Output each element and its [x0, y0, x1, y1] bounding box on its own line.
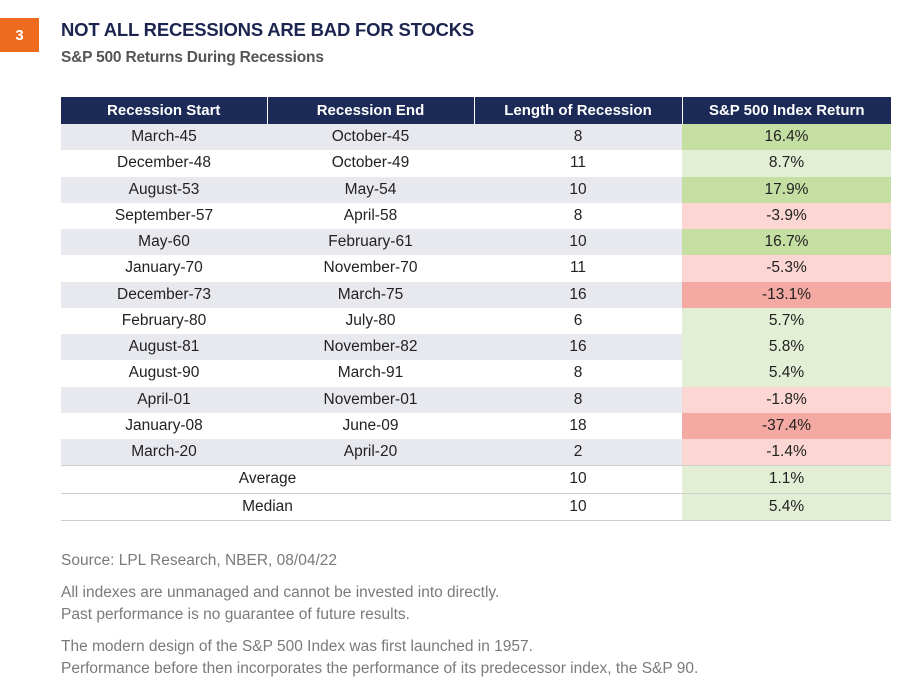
history-note-line-1: The modern design of the S&P 500 Index w… — [61, 638, 533, 655]
column-header-recession-end: Recession End — [266, 97, 474, 124]
recession-end-cell: October-49 — [267, 150, 474, 177]
table-row: February-80 July-80 6 5.7% — [61, 307, 891, 334]
column-header-recession-start: Recession Start — [61, 97, 267, 124]
table-row: March-45 October-45 8 16.4% — [61, 124, 891, 151]
recession-end-cell: February-61 — [267, 229, 474, 256]
recession-length-cell: 8 — [474, 124, 682, 151]
recession-length-cell: 10 — [474, 229, 682, 256]
summary-row-median: Median 10 5.4% — [61, 492, 891, 521]
index-return-cell: 16.4% — [682, 124, 891, 151]
index-return-cell: 8.7% — [682, 150, 891, 177]
recession-end-cell: April-20 — [267, 439, 474, 466]
recession-length-cell: 16 — [474, 281, 682, 308]
recession-start-cell: March-20 — [61, 439, 267, 466]
index-return-cell: -3.9% — [682, 202, 891, 229]
recession-end-cell: March-91 — [267, 360, 474, 387]
recession-end-cell: March-75 — [267, 281, 474, 308]
disclaimer-line-2: Past performance is no guarantee of futu… — [61, 606, 410, 623]
summary-length-cell: 10 — [474, 492, 682, 521]
recession-length-cell: 8 — [474, 360, 682, 387]
recession-start-cell: September-57 — [61, 202, 267, 229]
table-row: September-57 April-58 8 -3.9% — [61, 202, 891, 229]
recession-length-cell: 6 — [474, 307, 682, 334]
table-body: March-45 October-45 8 16.4% December-48 Octob… — [61, 124, 891, 521]
recession-end-cell: November-01 — [267, 386, 474, 413]
recession-start-cell: January-70 — [61, 255, 267, 282]
chart-number-badge: 3 — [0, 18, 39, 52]
table-row: January-70 November-70 11 -5.3% — [61, 255, 891, 282]
table-header-row: Recession Start Recession End Length of … — [61, 97, 891, 124]
table-row: December-48 October-49 11 8.7% — [61, 150, 891, 177]
table-row: August-90 March-91 8 5.4% — [61, 360, 891, 387]
table-row: December-73 March-75 16 -13.1% — [61, 281, 891, 308]
table-row: August-81 November-82 16 5.8% — [61, 334, 891, 361]
recession-end-cell: November-70 — [267, 255, 474, 282]
history-note-line-2: Performance before then incorporates the… — [61, 660, 699, 677]
recession-length-cell: 8 — [474, 386, 682, 413]
table-row: March-20 April-20 2 -1.4% — [61, 439, 891, 466]
recession-returns-table: Recession Start Recession End Length of … — [61, 97, 891, 521]
recession-end-cell: May-54 — [267, 176, 474, 203]
recession-start-cell: August-81 — [61, 334, 267, 361]
recession-end-cell: June-09 — [267, 412, 474, 439]
recession-length-cell: 8 — [474, 202, 682, 229]
disclaimer-line-1: All indexes are unmanaged and cannot be … — [61, 584, 500, 601]
recession-start-cell: February-80 — [61, 307, 267, 334]
index-return-cell: -1.4% — [682, 439, 891, 466]
source-note: Source: LPL Research, NBER, 08/04/22 — [61, 552, 337, 569]
recession-length-cell: 18 — [474, 412, 682, 439]
index-return-cell: -13.1% — [682, 281, 891, 308]
summary-label: Average — [61, 465, 474, 493]
index-return-cell: -5.3% — [682, 255, 891, 282]
recession-start-cell: May-60 — [61, 229, 267, 256]
recession-start-cell: April-01 — [61, 386, 267, 413]
table-row: April-01 November-01 8 -1.8% — [61, 386, 891, 413]
recession-start-cell: August-90 — [61, 360, 267, 387]
table-row: May-60 February-61 10 16.7% — [61, 229, 891, 256]
recession-length-cell: 16 — [474, 334, 682, 361]
recession-start-cell: March-45 — [61, 124, 267, 151]
index-return-cell: 17.9% — [682, 176, 891, 203]
index-return-cell: -37.4% — [682, 412, 891, 439]
summary-row-average: Average 10 1.1% — [61, 465, 891, 493]
index-return-cell: 16.7% — [682, 229, 891, 256]
recession-end-cell: October-45 — [267, 124, 474, 151]
summary-return-cell: 1.1% — [682, 465, 891, 493]
recession-length-cell: 11 — [474, 255, 682, 282]
recession-end-cell: April-58 — [267, 202, 474, 229]
chart-title: NOT ALL RECESSIONS ARE BAD FOR STOCKS — [61, 19, 474, 40]
recession-end-cell: November-82 — [267, 334, 474, 361]
index-return-cell: 5.8% — [682, 334, 891, 361]
table-row: August-53 May-54 10 17.9% — [61, 176, 891, 203]
table-row: January-08 June-09 18 -37.4% — [61, 412, 891, 439]
column-header-index-return: S&P 500 Index Return — [681, 97, 891, 124]
index-return-cell: 5.4% — [682, 360, 891, 387]
summary-return-cell: 5.4% — [682, 492, 891, 521]
recession-length-cell: 11 — [474, 150, 682, 177]
recession-end-cell: July-80 — [267, 307, 474, 334]
recession-start-cell: December-73 — [61, 281, 267, 308]
summary-label: Median — [61, 492, 474, 521]
chart-subtitle: S&P 500 Returns During Recessions — [61, 49, 324, 66]
summary-length-cell: 10 — [474, 465, 682, 493]
recession-start-cell: January-08 — [61, 412, 267, 439]
recession-start-cell: December-48 — [61, 150, 267, 177]
index-return-cell: 5.7% — [682, 307, 891, 334]
recession-length-cell: 2 — [474, 439, 682, 466]
recession-length-cell: 10 — [474, 176, 682, 203]
recession-start-cell: August-53 — [61, 176, 267, 203]
column-header-length: Length of Recession — [473, 97, 682, 124]
index-return-cell: -1.8% — [682, 386, 891, 413]
